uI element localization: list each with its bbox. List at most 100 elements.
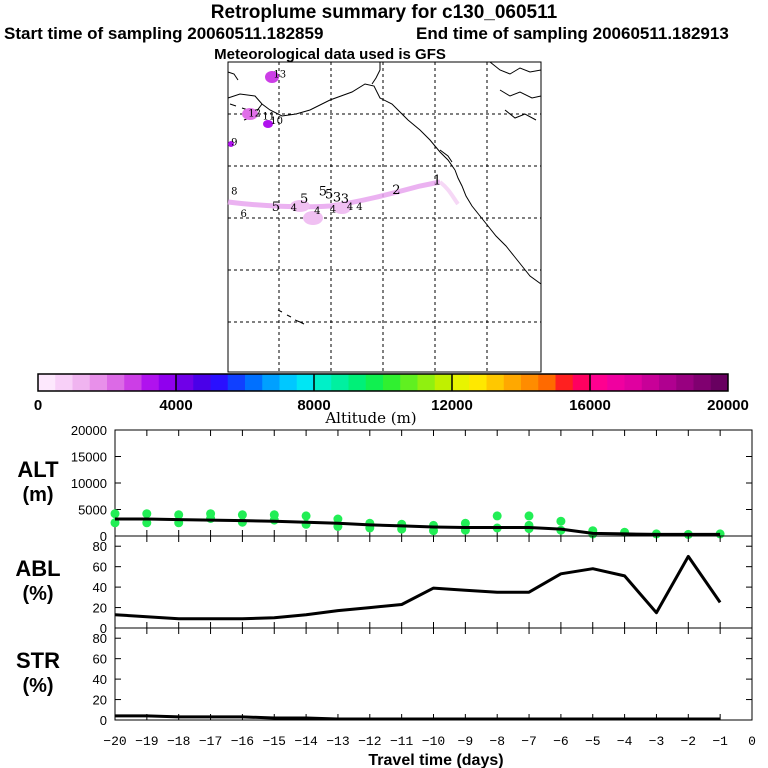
- plume-label-10: 5: [319, 184, 327, 199]
- x-tick-label: −13: [326, 734, 349, 749]
- panel-frame: [114, 535, 753, 629]
- met-data-label: Meteorological data used is GFS: [214, 46, 446, 63]
- scatter-point-29: [556, 516, 566, 526]
- x-tick-label: −17: [199, 734, 222, 749]
- x-tick-label: −3: [649, 734, 665, 749]
- colorbar-cell-17: [331, 374, 349, 391]
- y-tick-label: 40: [93, 672, 107, 687]
- colorbar-cell-5: [124, 374, 142, 391]
- colorbar-cell-34: [624, 374, 643, 391]
- colorbar-cell-38: [693, 374, 712, 391]
- colorbar-cell-36: [659, 374, 677, 391]
- colorbar-cell-18: [348, 374, 367, 391]
- colorbar-cell-20: [383, 374, 401, 391]
- x-tick-label: 0: [748, 734, 756, 749]
- y-tick-label: 20: [93, 601, 107, 616]
- colorbar-cell-12: [245, 374, 263, 391]
- colorbar-cell-1: [55, 374, 73, 391]
- colorbar-cell-19: [365, 374, 384, 391]
- colorbar-cell-3: [89, 374, 108, 391]
- panel-abl: 0 20 40 60 80 ABL(%): [15, 535, 753, 636]
- x-tick-label: −11: [390, 734, 414, 749]
- map-graticule: [228, 62, 541, 372]
- x-tick-label: −19: [135, 734, 158, 749]
- time-series-panels: 05000100001500020000ALT(m)020406080ABL(%…: [15, 423, 756, 768]
- y-axis-unit: (%): [22, 583, 53, 605]
- plume-label-8: 4: [291, 203, 297, 214]
- map-frame: [227, 61, 542, 373]
- x-tick-label: −2: [680, 734, 696, 749]
- colorbar-cell-6: [141, 374, 160, 391]
- colorbar-cell-25: [469, 374, 487, 391]
- panel-alt: 0 5000 10000 15000 20000 ALT(m): [17, 423, 753, 544]
- plume-label-11: 5: [325, 187, 333, 202]
- plume-label-13: 6: [241, 209, 247, 220]
- end-time-label: End time of sampling 20060511.182913: [416, 24, 729, 43]
- x-tick-label: −14: [294, 734, 318, 749]
- scatter-point-8: [237, 510, 247, 520]
- x-tick-label: −10: [422, 734, 445, 749]
- scatter-point-0: [110, 509, 120, 519]
- colorbar-cell-0: [38, 374, 56, 391]
- scatter-point-4: [174, 510, 184, 520]
- y-tick-label: 0: [100, 713, 107, 728]
- plume-label-16: 11: [262, 111, 275, 122]
- x-tick-label: −7: [521, 734, 537, 749]
- scatter-point-22: [460, 518, 470, 528]
- y-tick-label: 40: [93, 580, 107, 595]
- colorbar-cell-7: [158, 374, 177, 391]
- plume-label-2: 3: [341, 192, 349, 207]
- plume-label-1: 2: [392, 183, 400, 198]
- x-tick-label: −8: [489, 734, 505, 749]
- plume-trail: [227, 71, 460, 225]
- plume-label-6: 4: [347, 202, 353, 213]
- x-tick-label: −16: [231, 734, 254, 749]
- y-tick-label: 0: [100, 529, 107, 544]
- y-axis-unit: (%): [22, 675, 53, 697]
- colorbar-cell-24: [452, 374, 470, 391]
- plume-label-7: 4: [356, 202, 362, 213]
- plume-label-3: 3: [333, 191, 341, 206]
- y-tick-label: 0: [100, 621, 107, 636]
- colorbar-cell-27: [503, 374, 522, 391]
- x-tick-label: −6: [553, 734, 569, 749]
- series-line-alt: [115, 517, 721, 536]
- plume-label-4: 4: [314, 206, 320, 217]
- series-line-abl: [114, 554, 722, 621]
- colorbar-cell-32: [590, 374, 608, 391]
- y-tick-label: 60: [93, 652, 107, 667]
- colorbar-cell-13: [262, 374, 280, 391]
- scatter-point-14: [333, 514, 343, 524]
- x-tick-label: −5: [585, 734, 601, 749]
- plume-label-12: 5: [272, 200, 280, 215]
- colorbar-cell-35: [641, 374, 660, 391]
- plume-label-5: 4: [330, 204, 336, 215]
- colorbar-cell-4: [107, 374, 125, 391]
- colorbar-tick-label: 16000: [569, 397, 611, 414]
- y-tick-label: 20000: [71, 423, 107, 438]
- scatter-point-9: [237, 517, 247, 527]
- colorbar-tick-label: 8000: [297, 397, 330, 414]
- plume-label-19: 13: [273, 70, 286, 81]
- colorbar-cell-21: [400, 374, 418, 391]
- y-tick-label: 80: [93, 631, 107, 646]
- x-tick-label: −9: [458, 734, 474, 749]
- plume-label-14: 8: [231, 186, 237, 197]
- plume-label-0: 1: [433, 173, 441, 188]
- colorbar-cell-31: [572, 374, 591, 391]
- colorbar-title: Altitude (m): [324, 409, 416, 427]
- colorbar-cell-23: [434, 374, 453, 391]
- x-tick-label: −1: [712, 734, 728, 749]
- colorbar-cell-29: [538, 374, 556, 391]
- scatter-point-33: [620, 527, 630, 537]
- x-tick-label: −20: [103, 734, 126, 749]
- colorbar-cell-9: [193, 374, 211, 391]
- panel-frame: [114, 627, 753, 721]
- y-tick-label: 60: [93, 560, 107, 575]
- scatter-point-12: [301, 511, 311, 521]
- y-axis-label: ABL: [15, 556, 60, 581]
- plume-label-17: 12: [248, 108, 261, 119]
- colorbar-cell-10: [210, 374, 229, 391]
- colorbar-cell-14: [279, 374, 298, 391]
